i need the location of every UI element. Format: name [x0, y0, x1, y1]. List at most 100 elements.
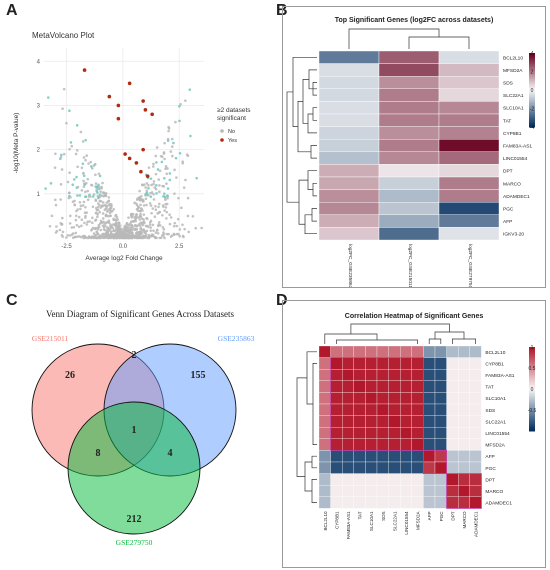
point-no: [104, 214, 108, 218]
point-no: [123, 225, 127, 229]
point-no: [155, 161, 158, 164]
row-label: SDS: [503, 81, 513, 87]
point-no: [155, 228, 159, 232]
heatmap-cell: [434, 357, 447, 370]
point-no: [68, 171, 71, 175]
point-no: [152, 182, 155, 186]
point-no: [48, 224, 52, 228]
point-no: [130, 214, 134, 218]
point-no: [145, 203, 148, 207]
point-no: [184, 99, 187, 102]
point-no: [111, 226, 115, 230]
point-no: [94, 206, 98, 210]
column-label: log2FC_GSE235863: [347, 244, 353, 287]
point-no: [184, 178, 187, 182]
row-dendrogram: [307, 170, 317, 190]
point-no: [143, 221, 146, 225]
point-no: [109, 235, 112, 239]
point-no: [141, 228, 144, 232]
point-no: [154, 236, 157, 239]
colorbar-segment: [529, 420, 535, 424]
heatmap-cell: [400, 450, 412, 463]
point-no: [74, 218, 78, 222]
heatmap-cell: [318, 75, 380, 89]
point-no: [94, 182, 98, 185]
row-dendrogram: [298, 179, 308, 225]
point-no: [145, 191, 149, 195]
point-no: [171, 154, 174, 158]
heatmap-cell: [342, 496, 354, 509]
heatmap-cell: [376, 415, 389, 428]
point-no: [61, 216, 64, 220]
point-no: [127, 236, 130, 240]
x-tick-label: 0.0: [119, 244, 128, 250]
point-no: [84, 190, 87, 194]
row-label: TAT: [503, 118, 511, 124]
colorbar-segment: [529, 71, 535, 74]
point-no: [94, 199, 98, 203]
cluster-box: [330, 357, 424, 451]
heatmap-cell: [388, 369, 401, 381]
row-dendrogram: [297, 101, 311, 153]
heatmap-cell: [446, 438, 459, 451]
heatmap-cell: [438, 101, 500, 115]
colorbar-segment: [529, 88, 535, 91]
heatmap-cell: [378, 227, 440, 241]
point-no: [69, 214, 72, 218]
point-no: [72, 225, 76, 229]
heatmap-cell: [353, 403, 366, 416]
point-no: [99, 206, 102, 209]
colorbar-segment: [529, 368, 535, 371]
point-no: [169, 216, 173, 219]
row-label: CYP8B1: [485, 361, 504, 367]
row-label: FAM83A-AS1: [485, 373, 514, 379]
heatmap-cell: [376, 438, 389, 451]
row-label: CYP8B1: [503, 131, 522, 137]
heatmap-cell: [342, 461, 354, 474]
point-no: [147, 166, 151, 169]
point-no: [161, 225, 165, 229]
heatmap-cell: [318, 450, 331, 463]
point-no: [145, 189, 149, 193]
point-no: [127, 229, 131, 233]
row-dendrogram: [304, 214, 317, 235]
colorbar-segment: [529, 75, 535, 78]
point-no: [54, 231, 58, 234]
point-no: [59, 221, 63, 225]
heatmap-cell: [446, 403, 459, 416]
point-no: [74, 152, 78, 156]
point-no: [101, 234, 105, 237]
point-no: [151, 165, 155, 168]
heatmap-cell: [342, 427, 354, 439]
point-no: [105, 204, 109, 208]
point-no: [116, 225, 120, 228]
point-no: [75, 124, 79, 127]
colorbar-segment: [529, 403, 535, 407]
heatmap-cell: [469, 345, 482, 358]
point-no: [139, 209, 142, 213]
row-dendrogram: [312, 107, 317, 121]
heatmap-cell: [365, 403, 378, 416]
heatmap-cell: [365, 427, 378, 439]
chart-title: Correlation Heatmap of Significant Genes: [345, 313, 484, 320]
point-no: [53, 166, 57, 169]
point-no: [66, 180, 70, 184]
heatmap-cell: [353, 496, 366, 509]
heatmap-cell: [388, 403, 401, 416]
colorbar-segment: [529, 62, 535, 65]
column-dendrogram: [408, 36, 470, 49]
heatmap-cell: [376, 473, 389, 486]
point-no: [60, 168, 64, 171]
column-label: PGC: [439, 511, 444, 522]
colorbar-segment: [529, 384, 535, 388]
heatmap-cell: [353, 392, 366, 405]
point-no: [72, 178, 76, 181]
heatmap-cell: [330, 369, 343, 381]
heatmap-cell: [438, 214, 500, 228]
heatmap-cell: [378, 164, 440, 178]
heatmap-cell: [376, 403, 389, 416]
heatmap-cell: [365, 485, 378, 497]
colorbar-segment: [529, 84, 535, 87]
point-no: [68, 109, 71, 112]
heatmap-cell: [469, 473, 482, 486]
